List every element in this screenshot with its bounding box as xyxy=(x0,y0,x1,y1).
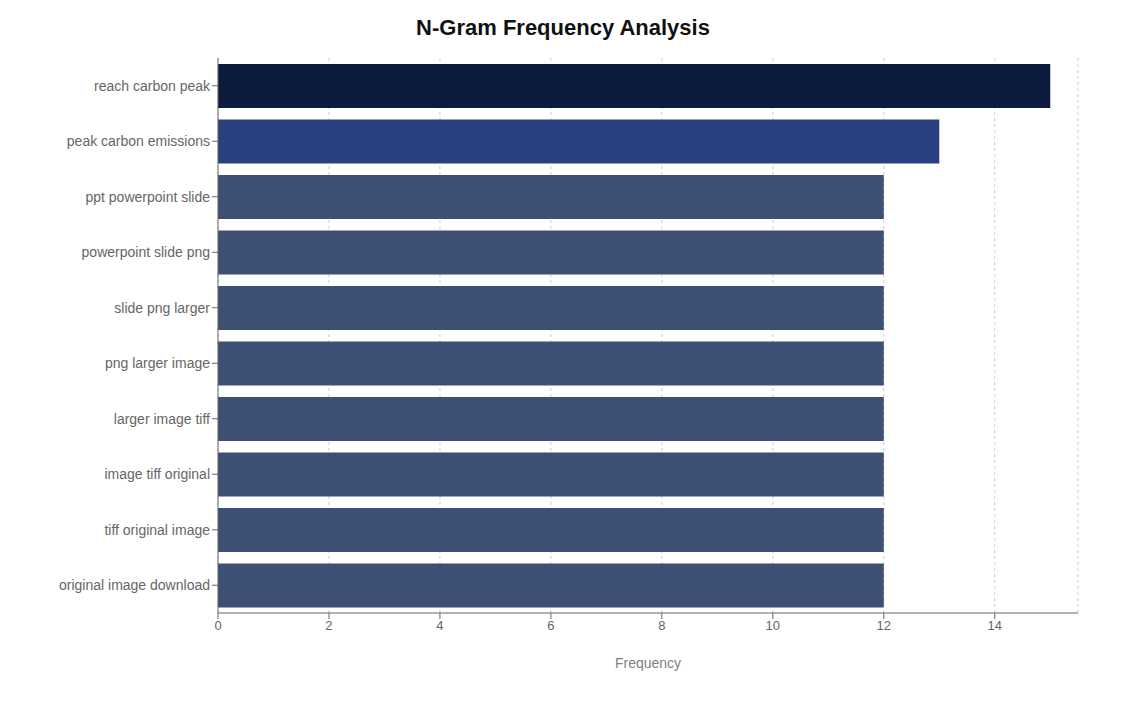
svg-text:reach carbon peak: reach carbon peak xyxy=(94,78,211,94)
svg-text:10: 10 xyxy=(766,618,780,633)
svg-text:12: 12 xyxy=(877,618,891,633)
svg-text:tiff original image: tiff original image xyxy=(104,522,210,538)
svg-text:slide png larger: slide png larger xyxy=(114,300,210,316)
svg-text:larger image tiff: larger image tiff xyxy=(114,411,210,427)
svg-text:original image download: original image download xyxy=(59,577,210,593)
svg-text:4: 4 xyxy=(436,618,443,633)
svg-text:ppt powerpoint slide: ppt powerpoint slide xyxy=(85,189,210,205)
svg-text:png larger image: png larger image xyxy=(105,355,210,371)
svg-text:image tiff original: image tiff original xyxy=(104,466,210,482)
svg-text:powerpoint slide png: powerpoint slide png xyxy=(82,244,210,260)
svg-text:0: 0 xyxy=(214,618,221,633)
svg-text:14: 14 xyxy=(988,618,1002,633)
svg-text:Frequency: Frequency xyxy=(615,655,681,671)
svg-text:peak carbon emissions: peak carbon emissions xyxy=(67,133,210,149)
svg-text:6: 6 xyxy=(547,618,554,633)
svg-text:2: 2 xyxy=(325,618,332,633)
html-text:N-Gram Frequency Analysis: N-Gram Frequency Analysis xyxy=(416,15,710,40)
svg-text:8: 8 xyxy=(658,618,665,633)
